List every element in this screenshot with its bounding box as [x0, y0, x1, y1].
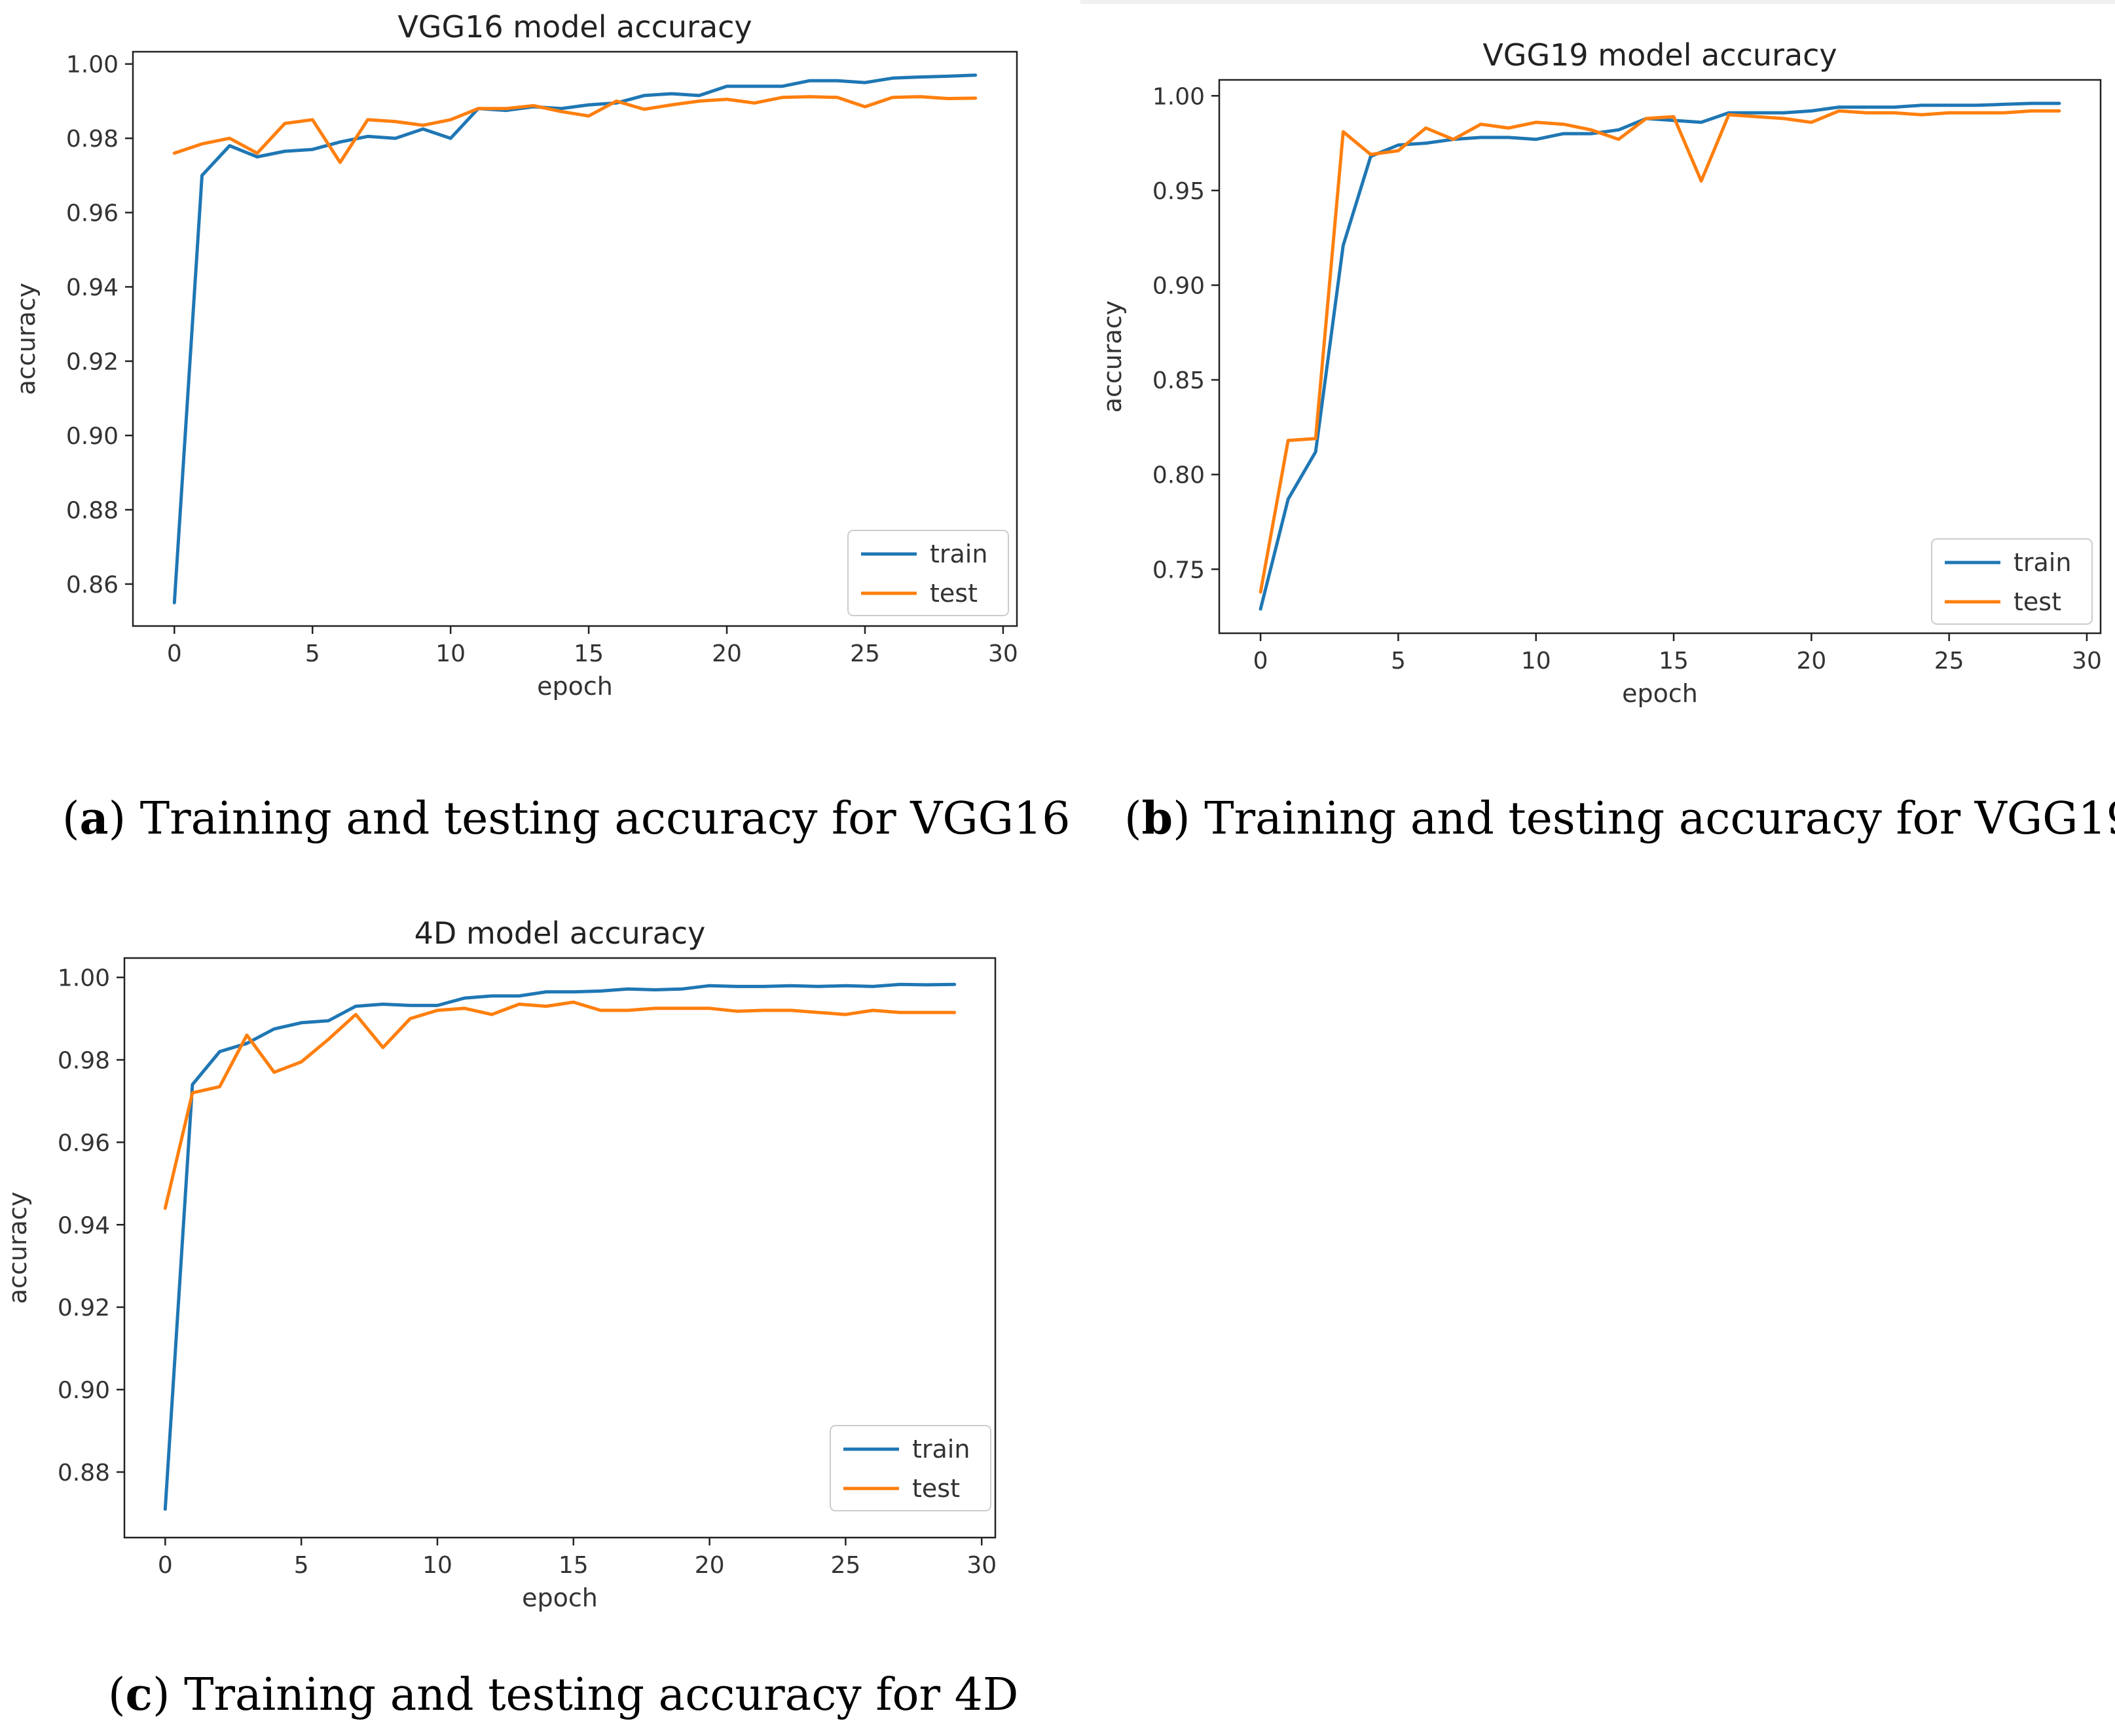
- x-tick-label: 30: [966, 1552, 997, 1579]
- x-tick-label: 20: [1796, 648, 1826, 674]
- legend: train test: [847, 530, 1009, 616]
- y-tick-label: 0.96: [66, 200, 119, 227]
- x-tick-label: 5: [1391, 648, 1406, 674]
- series-line-train: [172, 73, 978, 604]
- y-tick-label: 0.92: [58, 1295, 110, 1321]
- y-tick-label: 0.90: [66, 423, 119, 450]
- chart-title: VGG19 model accuracy: [1482, 37, 1837, 73]
- x-axis-label: epoch: [1622, 679, 1698, 708]
- legend: train test: [830, 1425, 991, 1511]
- series-line-test: [1259, 109, 2061, 594]
- y-tick-label: 0.90: [1152, 272, 1205, 299]
- x-tick-label: 10: [422, 1552, 452, 1579]
- x-axis-label: epoch: [522, 1583, 598, 1612]
- y-axis-label: accuracy: [12, 283, 41, 395]
- y-tick-label: 0.80: [1152, 462, 1205, 489]
- plot-frame: [132, 50, 1018, 627]
- x-tick-label: 5: [305, 640, 320, 667]
- x-axis-label: epoch: [537, 672, 613, 701]
- y-tick-label: 0.88: [66, 497, 119, 524]
- plot-frame: [1218, 79, 2102, 635]
- caption-a-text: ) Training and testing accuracy for VGG1…: [108, 793, 1071, 845]
- legend: train test: [1931, 538, 2093, 625]
- y-tick-label: 0.95: [1152, 178, 1205, 205]
- x-tick-label: 15: [559, 1552, 589, 1579]
- series-line-test: [163, 1000, 957, 1210]
- y-tick-label: 0.94: [58, 1212, 110, 1239]
- x-tick-label: 20: [712, 640, 742, 667]
- chart-vgg19: VGG19 model accuracy 0 5 10 15 20 25 30 0.75 0.80…: [1098, 37, 2102, 708]
- legend-label-test: test: [2014, 587, 2061, 616]
- y-tick-label: 0.92: [66, 349, 119, 376]
- y-axis-label: accuracy: [1098, 301, 1127, 413]
- x-tick-label: 0: [1253, 648, 1268, 674]
- x-tick-label: 5: [294, 1552, 309, 1579]
- x-tick-label: 25: [850, 640, 880, 667]
- legend-label-train: train: [912, 1435, 970, 1464]
- series-line-train: [163, 982, 957, 1511]
- x-tick-label: 20: [695, 1552, 725, 1579]
- caption-c-text: ) Training and testing accuracy for 4D: [152, 1669, 1019, 1721]
- y-tick-label: 1.00: [66, 52, 119, 79]
- y-tick-label: 0.86: [66, 572, 119, 599]
- caption-a: (a) Training and testing accuracy for VG…: [62, 792, 1071, 845]
- y-tick-label: 0.98: [66, 126, 119, 153]
- y-tick-label: 0.85: [1152, 367, 1205, 394]
- legend-label-train: train: [2014, 548, 2071, 577]
- x-tick-label: 0: [167, 640, 182, 667]
- chart-title: 4D model accuracy: [414, 915, 706, 951]
- plot-frame: [123, 957, 997, 1539]
- y-tick-label: 0.94: [66, 274, 119, 301]
- y-tick-label: 0.98: [58, 1047, 110, 1074]
- x-tick-label: 30: [988, 640, 1018, 667]
- y-axis-label: accuracy: [3, 1192, 32, 1304]
- legend-label-test: test: [912, 1474, 960, 1503]
- y-tick-label: 1.00: [1152, 83, 1205, 110]
- x-tick-label: 0: [158, 1552, 173, 1579]
- x-tick-label: 10: [435, 640, 466, 667]
- y-tick-label: 1.00: [58, 965, 110, 992]
- legend-label-train: train: [930, 540, 987, 568]
- caption-b-label: b: [1141, 792, 1173, 845]
- series-line-test: [172, 95, 978, 164]
- y-tick-label: 0.96: [58, 1130, 110, 1156]
- y-tick-label: 0.75: [1152, 557, 1205, 583]
- x-tick-label: 25: [1934, 648, 1964, 674]
- x-tick-label: 30: [2072, 648, 2102, 674]
- caption-b-text: ) Training and testing accuracy for VGG1…: [1173, 793, 2115, 845]
- x-tick-label: 15: [574, 640, 604, 667]
- y-tick-label: 0.90: [58, 1377, 110, 1404]
- caption-c: (c) Training and testing accuracy for 4D: [108, 1669, 1019, 1721]
- x-tick-label: 15: [1659, 648, 1689, 674]
- x-tick-label: 25: [831, 1552, 861, 1579]
- chart-4d: 4D model accuracy 0 5 10 15 20 25 30 0.88 0.90 0.9…: [3, 915, 997, 1612]
- caption-c-label: c: [125, 1669, 153, 1721]
- chart-title: VGG16 model accuracy: [397, 9, 752, 45]
- x-tick-label: 10: [1521, 648, 1551, 674]
- caption-a-label: a: [79, 792, 109, 845]
- series-line-train: [1259, 102, 2061, 611]
- chart-vgg16: VGG16 model accuracy 0 5 10 15 20 25 30 0.86 0.88…: [12, 9, 1018, 701]
- caption-b: (b) Training and testing accuracy for VG…: [1124, 792, 2115, 845]
- y-tick-label: 0.88: [58, 1460, 110, 1487]
- legend-label-test: test: [930, 579, 978, 608]
- top-edge-bar: [1080, 0, 2115, 4]
